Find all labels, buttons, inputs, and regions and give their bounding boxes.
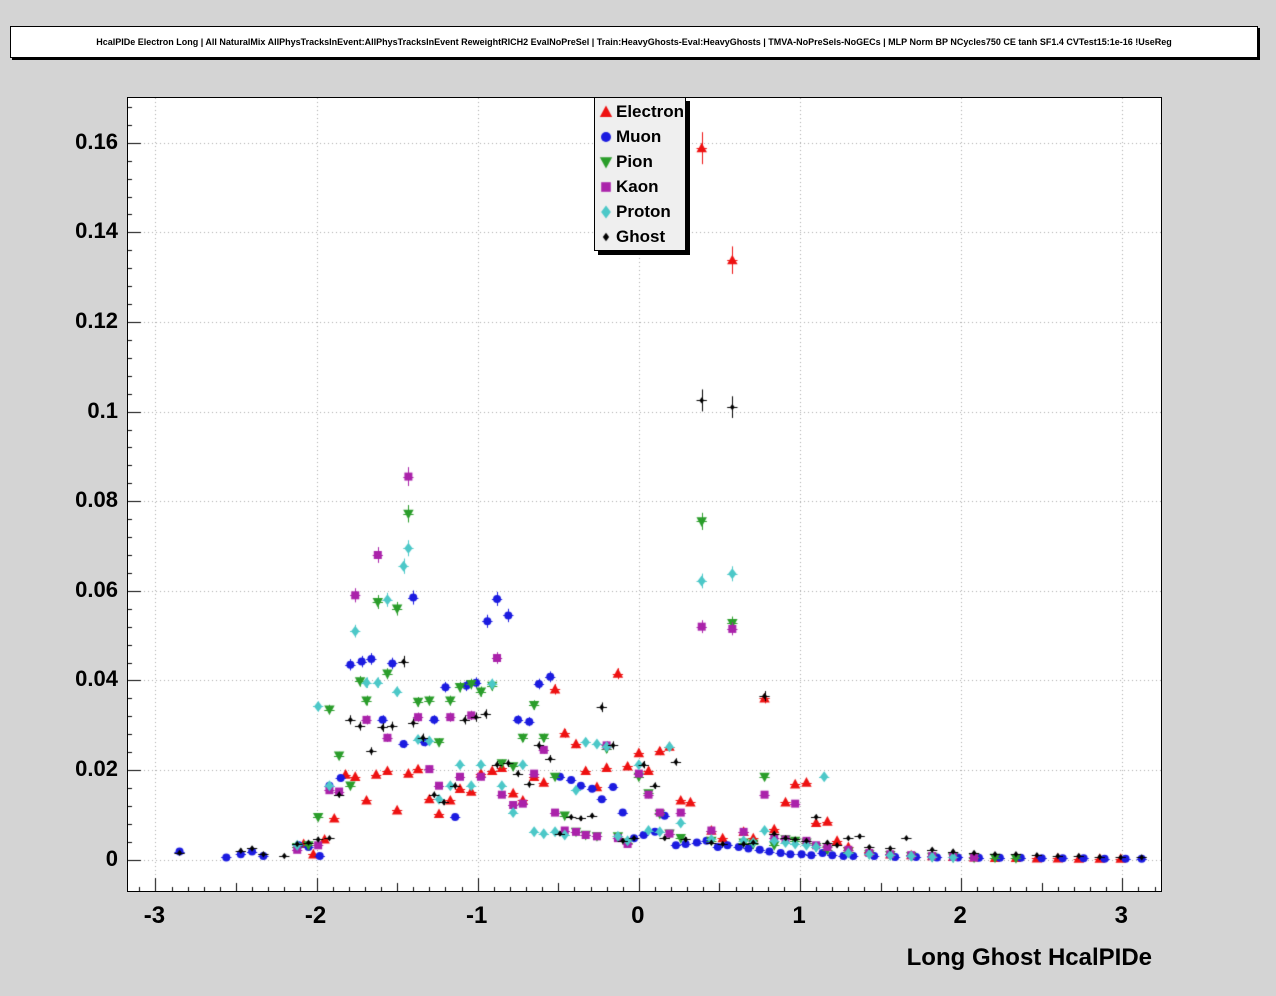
legend-item-kaon: Kaon: [595, 174, 685, 199]
plot-title: HcalPIDe Electron Long | All NaturalMix …: [10, 26, 1258, 58]
x-tick-label: -3: [143, 902, 166, 929]
legend-label: Ghost: [616, 226, 666, 246]
x-tick-label: 3: [1114, 902, 1128, 929]
legend-item-proton: Proton: [595, 199, 685, 224]
legend-item-pion: Pion: [595, 149, 685, 174]
y-tick-label: 0.08: [75, 487, 118, 513]
y-tick-label: 0.1: [87, 397, 118, 423]
circle-icon: [598, 128, 614, 145]
legend-item-ghost: Ghost: [595, 224, 685, 249]
triangle-down-icon: [598, 153, 614, 170]
legend-item-muon: Muon: [595, 124, 685, 149]
x-tick-label: -2: [304, 902, 327, 929]
legend-label: Electron: [616, 101, 685, 121]
y-tick-label: 0.16: [75, 128, 118, 154]
legend-label: Proton: [616, 201, 671, 221]
diamond-icon: [598, 203, 614, 220]
x-tick-label: 2: [953, 902, 967, 929]
y-tick-label: 0.04: [75, 666, 118, 692]
legend: Electron Muon Pion Kaon Proton Ghost: [594, 97, 686, 251]
triangle-up-icon: [598, 103, 614, 120]
y-tick-label: 0.02: [75, 756, 118, 782]
square-icon: [598, 178, 614, 195]
y-tick-label: 0.12: [75, 308, 118, 333]
y-tick-label: 0.14: [75, 218, 118, 244]
y-tick-label: 0: [105, 845, 118, 871]
x-tick-label: 1: [792, 902, 806, 929]
x-tick-label: 0: [631, 902, 645, 929]
x-tick-label: -1: [466, 902, 488, 929]
small-diamond-icon: [598, 228, 614, 245]
y-tick-label: 0.06: [75, 576, 118, 602]
legend-label: Muon: [616, 126, 662, 146]
legend-item-electron: Electron: [595, 99, 685, 124]
legend-label: Kaon: [616, 176, 659, 196]
legend-label: Pion: [616, 151, 653, 171]
x-axis-title: Long Ghost HcalPIDe: [906, 944, 1152, 971]
